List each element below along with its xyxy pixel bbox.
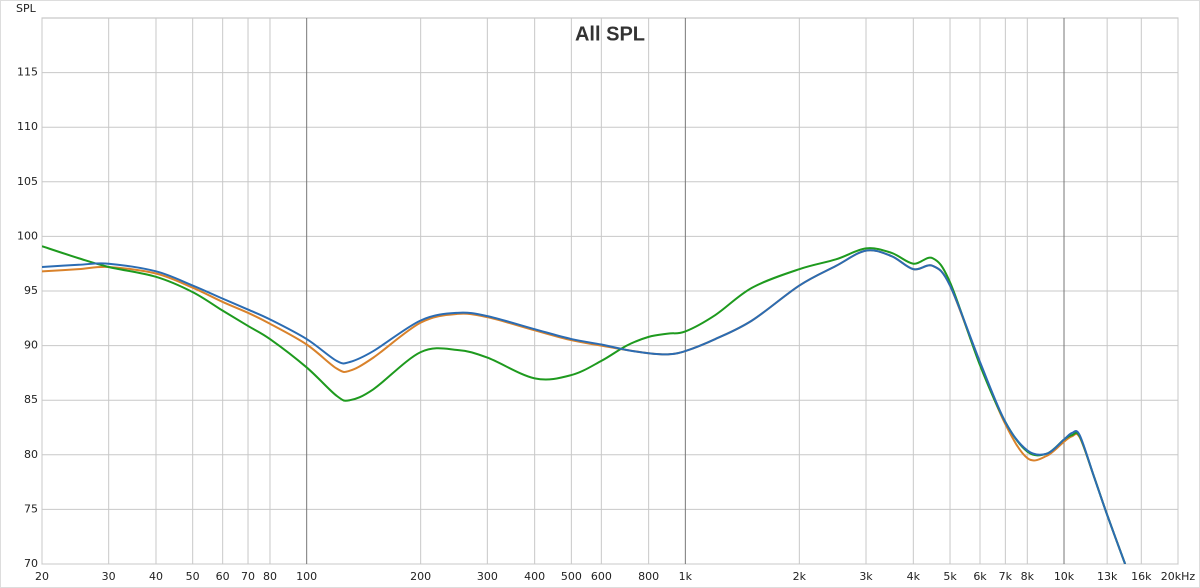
x-tick-label: 8k [1021,570,1035,583]
x-tick-label: 6k [973,570,987,583]
x-tick-label: 100 [296,570,317,583]
x-tick-label: 3k [859,570,873,583]
x-tick-label: 400 [524,570,545,583]
series-line [42,249,1127,564]
x-tick-label: 300 [477,570,498,583]
x-tick-label: 7k [999,570,1013,583]
x-tick-label: 60 [216,570,230,583]
y-tick-label: 95 [24,284,38,297]
x-tick-label: 10k [1054,570,1075,583]
y-tick-label: 80 [24,448,38,461]
y-tick-label: 100 [17,229,38,242]
x-tick-label: 70 [241,570,255,583]
x-tick-label: 20kHz [1161,570,1196,583]
x-tick-label: 600 [591,570,612,583]
x-tick-label: 50 [186,570,200,583]
chart-title: All SPL [575,23,645,45]
x-tick-label: 5k [943,570,957,583]
y-axis-label: SPL [16,2,37,15]
y-tick-label: 105 [17,175,38,188]
x-tick-label: 20 [35,570,49,583]
y-tick-label: 115 [17,66,38,79]
x-tick-label: 80 [263,570,277,583]
x-tick-label: 13k [1097,570,1118,583]
x-tick-label: 40 [149,570,163,583]
x-tick-label: 16k [1131,570,1152,583]
y-tick-label: 90 [24,339,38,352]
x-tick-label: 500 [561,570,582,583]
x-tick-label: 4k [907,570,921,583]
x-tick-label: 800 [638,570,659,583]
y-tick-label: 85 [24,393,38,406]
x-tick-label: 2k [793,570,807,583]
x-tick-label: 200 [410,570,431,583]
y-tick-label: 75 [24,502,38,515]
y-tick-label: 70 [24,557,38,570]
x-tick-label: 30 [102,570,116,583]
y-tick-label: 110 [17,120,38,133]
lines [42,245,1127,564]
x-tick-label: 1k [679,570,693,583]
grid [41,18,1179,565]
